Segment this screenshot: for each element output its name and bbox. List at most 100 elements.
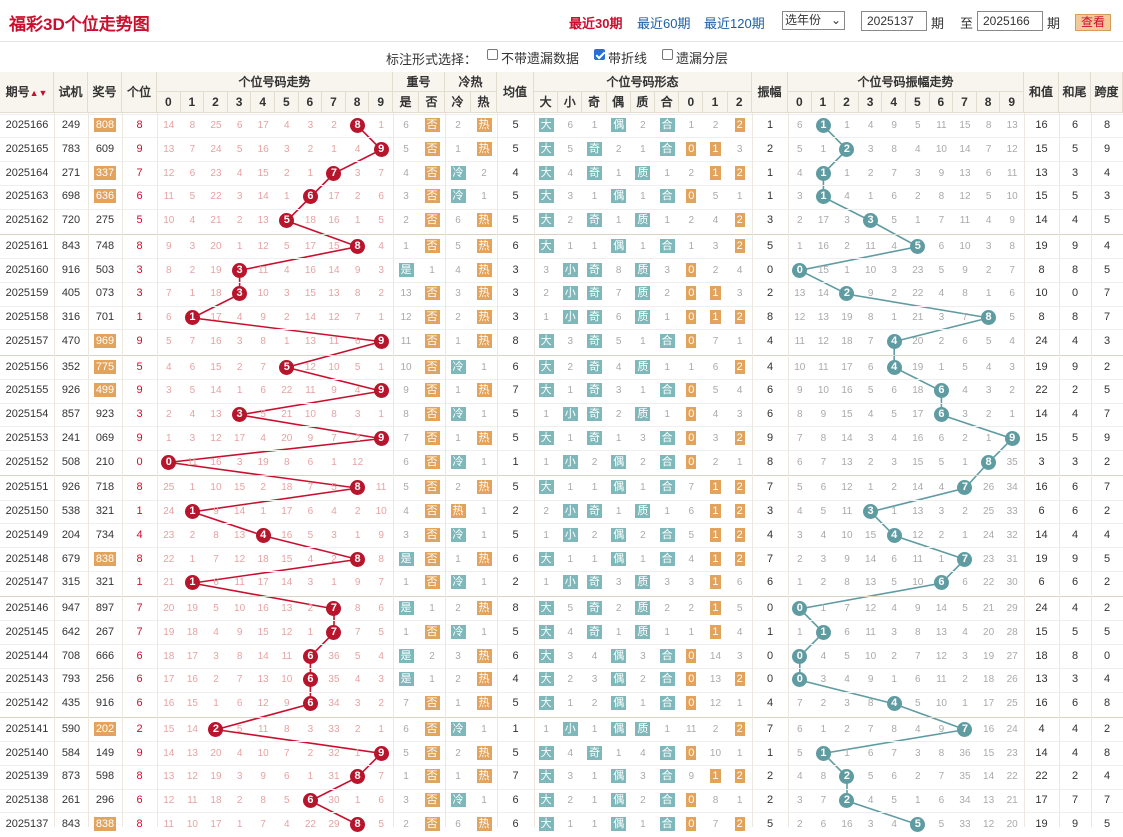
amplitude-trend-cell: 8 [788, 403, 812, 427]
year-select[interactable]: 选年份 ⌄ [782, 11, 845, 30]
repeat-value: 2 [429, 650, 435, 662]
amplitude-trend-cell: 9 [930, 718, 954, 742]
amplitude-trend-cell: 2 [835, 765, 859, 789]
amplitude-miss: 2 [938, 335, 945, 347]
trend-cell: 9 [228, 621, 252, 645]
form-cell: 1 [607, 162, 631, 186]
amplitude-trend-cell: 1 [906, 209, 930, 233]
form-value: 1 [567, 698, 574, 709]
form-cell: 3 [655, 571, 679, 595]
query-button[interactable]: 查看 [1075, 14, 1111, 31]
repeat-cell: 6 [393, 451, 419, 475]
test-number: 538 [61, 505, 81, 517]
repeat-value: 否 [424, 407, 440, 421]
sum-tail-value: 9 [1071, 552, 1079, 565]
span-value: 4 [1103, 166, 1111, 179]
amplitude-trend-cell: 3 [859, 209, 883, 233]
line-checkbox[interactable] [594, 49, 605, 60]
amplitude-miss: 19 [983, 650, 995, 662]
amplitude-trend-cell: 9 [859, 668, 883, 692]
amplitude-miss: 5 [797, 747, 803, 759]
no-miss-checkbox[interactable] [487, 49, 498, 60]
amplitude-trend-cell: 2 [882, 476, 906, 500]
end-issue-input[interactable]: 2025166 [977, 11, 1043, 31]
sum-tail-value: 8 [1071, 649, 1079, 662]
span-value: 4 [1103, 770, 1111, 783]
recent-120-link[interactable]: 最近120期 [704, 16, 765, 31]
average-value: 5 [512, 746, 519, 759]
amplitude-trend-cell: 2 [977, 403, 1001, 427]
miss-count: 1 [378, 409, 384, 420]
amplitude-trend-cell: 6 [882, 185, 906, 209]
amplitude-miss: 30 [1006, 577, 1018, 589]
draw-number-value: 321 [95, 505, 115, 517]
form-value: 3 [736, 409, 743, 420]
form-cell: 小 [558, 718, 582, 742]
trend-cell: 9 [275, 692, 299, 716]
amplitude-trend-cell: 5 [882, 403, 906, 427]
trend-cell: 8 [346, 597, 370, 621]
form-value: 1 [591, 553, 598, 565]
miss-count: 2 [307, 143, 314, 155]
repeat-cell: 否 [419, 718, 445, 742]
form-cell: 6 [607, 306, 631, 330]
repeat-cell: 13 [393, 282, 419, 306]
amplitude-trend-cell: 11 [930, 668, 954, 692]
form-cell: 2 [582, 451, 606, 475]
amplitude-miss: 13 [817, 312, 829, 323]
trend-cell: 1 [322, 571, 346, 595]
amplitude-ball: 0 [792, 672, 808, 688]
units-digit: 8 [136, 481, 143, 494]
span-value: 7 [1103, 287, 1111, 300]
hot-cold-value: 冷 [450, 407, 466, 421]
amplitude-value: 3 [766, 214, 774, 226]
repeat-cell: 否 [419, 692, 445, 716]
trend-cell: 5 [275, 789, 299, 813]
amplitude-value: 4 [766, 360, 774, 373]
form-cell: 合 [655, 138, 679, 162]
form-value: 大 [538, 333, 554, 348]
form-cell: 奇 [582, 379, 606, 403]
amplitude-trend-cell: 3 [859, 138, 883, 162]
amplitude-miss: 1 [820, 143, 827, 155]
amplitude-miss: 8 [938, 747, 945, 759]
recent-60-link[interactable]: 最近60期 [637, 16, 691, 31]
header-trend-digit: 1 [180, 92, 205, 113]
form-value: 奇 [586, 624, 602, 639]
test-number: 590 [61, 722, 81, 735]
miss-count: 4 [189, 409, 196, 420]
start-issue-input[interactable]: 2025137 [861, 11, 927, 31]
amplitude-trend-cell: 8 [930, 742, 954, 766]
amplitude-trend-cell: 7 [953, 548, 977, 572]
header-qihao[interactable]: 期号▲▼ [0, 72, 54, 113]
amplitude-value: 2 [766, 142, 774, 155]
amplitude-ball: 3 [863, 213, 879, 228]
hot-cold-cell: 冷 [445, 621, 471, 645]
amplitude-miss: 3 [867, 432, 874, 444]
sum-value: 14 [1035, 214, 1048, 226]
amplitude-trend-cell: 7 [882, 742, 906, 766]
draw-number: 321 [88, 571, 122, 595]
trend-cell: 21 [157, 571, 181, 595]
amplitude-trend-cell: 1 [788, 571, 812, 595]
trend-cell: 8 [275, 451, 299, 475]
amplitude-trend-cell: 13 [812, 306, 836, 330]
amplitude-trend-cell: 1 [812, 114, 836, 138]
header-shiji: 试机 [54, 72, 88, 113]
miss-count: 5 [378, 215, 384, 226]
amplitude-miss: 6 [820, 482, 827, 494]
form-cell: 1 [655, 718, 679, 742]
recent-30-link[interactable]: 最近30期 [569, 16, 623, 31]
miss-count: 15 [234, 482, 246, 494]
miss-count: 6 [166, 312, 172, 323]
layer-checkbox[interactable] [662, 49, 673, 60]
amplitude-trend-cell: 2 [953, 427, 977, 451]
trend-cell: 1 [346, 789, 370, 813]
trend-cell: 2 [228, 356, 252, 380]
miss-count: 8 [260, 335, 266, 347]
form-value: 1 [543, 409, 549, 420]
test-number: 352 [61, 360, 81, 373]
trend-cell: 17 [204, 306, 228, 330]
issue-number: 2025138 [5, 794, 49, 806]
form-value: 4 [567, 747, 574, 759]
